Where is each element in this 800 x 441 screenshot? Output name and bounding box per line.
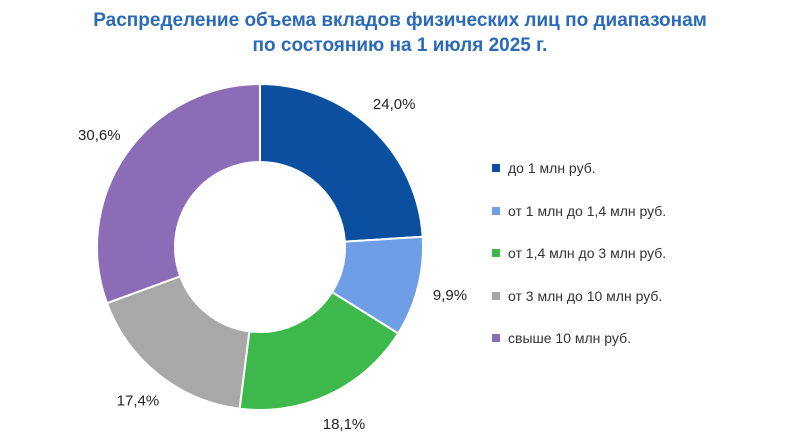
donut-slice-3 xyxy=(238,290,400,411)
slice-value-label-1: 24,0% xyxy=(373,96,416,113)
legend-swatch xyxy=(492,291,500,300)
legend-item-2: от 1 млн до 1,4 млн руб. xyxy=(492,190,666,233)
legend-item-3: от 1,4 млн до 3 млн руб. xyxy=(492,232,666,275)
slice-value-label-2: 9,9% xyxy=(433,287,467,304)
donut-slices xyxy=(96,82,424,411)
legend-label: от 3 млн до 10 млн руб. xyxy=(508,287,663,304)
legend-item-4: от 3 млн до 10 млн руб. xyxy=(492,275,666,318)
legend-label: свыше 10 млн руб. xyxy=(508,330,631,347)
legend-label: от 1 млн до 1,4 млн руб. xyxy=(508,202,667,219)
legend-swatch xyxy=(492,334,500,343)
chart-title-line-1: Распределение объема вкладов физических … xyxy=(93,10,707,31)
slice-value-label-5: 30,6% xyxy=(78,127,121,144)
legend-item-5: свыше 10 млн руб. xyxy=(492,317,666,360)
legend-swatch xyxy=(492,164,500,173)
legend-item-1: до 1 млн руб. xyxy=(492,147,666,190)
legend-swatch xyxy=(492,249,500,258)
slice-value-label-3: 18,1% xyxy=(323,416,366,433)
donut-slice-1 xyxy=(259,82,424,243)
donut-slice-5 xyxy=(96,82,261,305)
legend-swatch xyxy=(492,206,500,215)
slice-value-label-4: 17,4% xyxy=(117,392,160,409)
legend-label: от 1,4 млн до 3 млн руб. xyxy=(508,245,667,262)
chart-title: Распределение объема вкладов физических … xyxy=(0,8,800,58)
chart-title-line-2: по состоянию на 1 июля 2025 г. xyxy=(252,35,548,56)
donut-slice-labels: 24,0% 9,9% 18,1% 17,4% 30,6% xyxy=(78,96,467,433)
legend-label: до 1 млн руб. xyxy=(508,160,596,177)
chart-legend: до 1 млн руб. от 1 млн до 1,4 млн руб. от … xyxy=(492,147,666,360)
